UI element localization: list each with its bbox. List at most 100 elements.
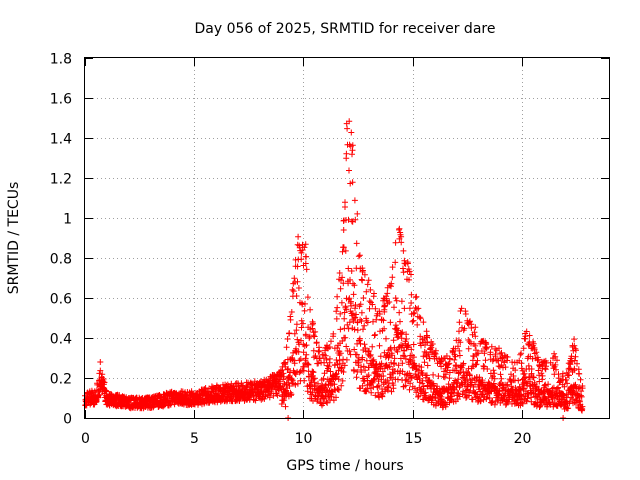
- data-point: [390, 385, 397, 392]
- data-point: [351, 282, 358, 289]
- data-point: [298, 249, 305, 256]
- data-point: [280, 376, 287, 383]
- plot-frame: [84, 57, 610, 419]
- data-point: [303, 266, 310, 273]
- data-point: [299, 320, 306, 327]
- data-point: [372, 392, 379, 399]
- data-point: [475, 350, 482, 357]
- data-point: [342, 334, 349, 341]
- data-point: [354, 210, 361, 217]
- data-point: [328, 338, 334, 345]
- data-point: [430, 380, 437, 387]
- data-point: [361, 378, 368, 385]
- data-point: [531, 379, 538, 386]
- data-point: [301, 244, 308, 251]
- data-point: [424, 334, 431, 341]
- data-point: [391, 368, 398, 374]
- data-point: [367, 353, 374, 360]
- data-point: [99, 371, 106, 378]
- data-point: [483, 394, 490, 401]
- data-point: [370, 376, 377, 383]
- data-point: [338, 365, 345, 372]
- data-point: [396, 225, 403, 232]
- data-point: [428, 342, 435, 349]
- data-point: [372, 331, 379, 338]
- data-point: [364, 281, 371, 288]
- data-point: [366, 305, 373, 312]
- data-point: [402, 355, 409, 362]
- data-point: [472, 333, 479, 340]
- data-point: [345, 265, 352, 272]
- data-point: [359, 382, 366, 389]
- data-point: [472, 381, 478, 388]
- data-point: [293, 293, 300, 299]
- data-point: [400, 265, 406, 272]
- data-point: [572, 353, 579, 360]
- data-point: [360, 295, 367, 301]
- data-point: [340, 369, 347, 375]
- y-tick-label: 0.8: [50, 252, 72, 268]
- data-point: [244, 383, 250, 390]
- data-point: [528, 398, 535, 405]
- data-point: [349, 310, 356, 317]
- data-point: [412, 371, 419, 377]
- data-point: [400, 269, 407, 276]
- data-point: [559, 373, 566, 380]
- data-point: [401, 305, 408, 312]
- data-point: [498, 349, 505, 356]
- data-point: [381, 349, 388, 356]
- data-point: [279, 363, 286, 370]
- data-point: [398, 239, 405, 246]
- data-point: [413, 293, 420, 300]
- data-point: [531, 350, 538, 357]
- data-point: [539, 372, 546, 379]
- data-point: [541, 382, 548, 389]
- data-point: [400, 247, 407, 254]
- data-point: [333, 357, 340, 363]
- data-point: [301, 377, 308, 384]
- data-point: [359, 265, 366, 272]
- data-point: [361, 341, 368, 348]
- data-point: [402, 377, 409, 384]
- data-point: [567, 360, 573, 366]
- data-point: [518, 360, 525, 367]
- data-point: [351, 367, 357, 374]
- data-point: [333, 308, 340, 315]
- data-point: [351, 197, 358, 204]
- data-point: [462, 311, 469, 317]
- data-point: [303, 342, 310, 349]
- data-point: [349, 179, 356, 186]
- data-point: [343, 343, 350, 350]
- data-point: [408, 346, 415, 353]
- data-point: [447, 356, 453, 363]
- data-point: [361, 322, 368, 329]
- data-point: [419, 371, 426, 377]
- data-point: [294, 278, 301, 285]
- data-point: [414, 321, 421, 328]
- data-point: [451, 356, 458, 363]
- data-point: [311, 375, 318, 382]
- data-point: [411, 309, 418, 316]
- data-point: [96, 370, 103, 377]
- data-point: [481, 363, 488, 370]
- data-point: [396, 235, 403, 242]
- data-point: [482, 339, 489, 346]
- data-point: [339, 377, 346, 384]
- data-point: [406, 386, 413, 393]
- data-point: [410, 310, 417, 317]
- data-point: [328, 393, 335, 400]
- data-point: [365, 277, 372, 284]
- data-point: [526, 332, 533, 339]
- y-tick-label: 1.2: [50, 172, 72, 188]
- data-point: [334, 386, 341, 393]
- data-point: [310, 320, 316, 327]
- data-point: [291, 357, 298, 364]
- data-point: [288, 391, 295, 398]
- data-point: [402, 260, 409, 267]
- data-point: [442, 362, 449, 369]
- data-point: [455, 390, 462, 397]
- data-point: [348, 302, 355, 309]
- data-point: [334, 345, 341, 351]
- data-point: [338, 299, 345, 306]
- data-point: [385, 383, 392, 390]
